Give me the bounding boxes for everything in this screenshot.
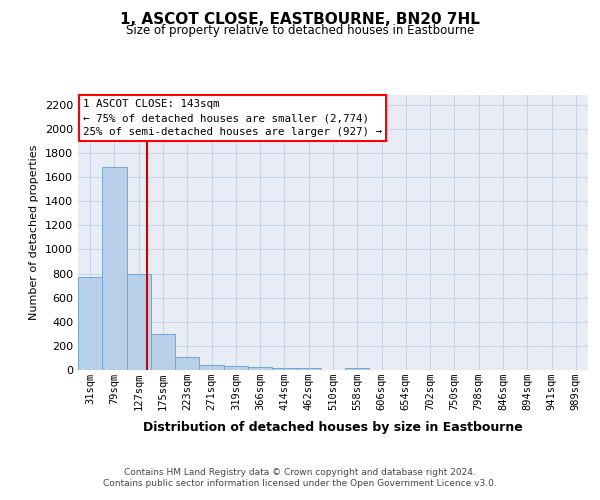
Bar bbox=[102, 168, 127, 370]
Text: Size of property relative to detached houses in Eastbourne: Size of property relative to detached ho… bbox=[126, 24, 474, 37]
Bar bbox=[248, 367, 272, 370]
Bar bbox=[345, 368, 370, 370]
Bar bbox=[175, 356, 199, 370]
Bar bbox=[199, 365, 224, 370]
Bar bbox=[127, 274, 151, 370]
Y-axis label: Number of detached properties: Number of detached properties bbox=[29, 145, 40, 320]
Bar bbox=[272, 368, 296, 370]
Text: 1, ASCOT CLOSE, EASTBOURNE, BN20 7HL: 1, ASCOT CLOSE, EASTBOURNE, BN20 7HL bbox=[120, 12, 480, 28]
Text: 1 ASCOT CLOSE: 143sqm
← 75% of detached houses are smaller (2,774)
25% of semi-d: 1 ASCOT CLOSE: 143sqm ← 75% of detached … bbox=[83, 99, 382, 137]
Text: Contains HM Land Registry data © Crown copyright and database right 2024.: Contains HM Land Registry data © Crown c… bbox=[124, 468, 476, 477]
Bar bbox=[296, 368, 321, 370]
Bar bbox=[78, 276, 102, 370]
Bar bbox=[151, 334, 175, 370]
Bar bbox=[224, 366, 248, 370]
Text: Contains public sector information licensed under the Open Government Licence v3: Contains public sector information licen… bbox=[103, 480, 497, 488]
Text: Distribution of detached houses by size in Eastbourne: Distribution of detached houses by size … bbox=[143, 421, 523, 434]
